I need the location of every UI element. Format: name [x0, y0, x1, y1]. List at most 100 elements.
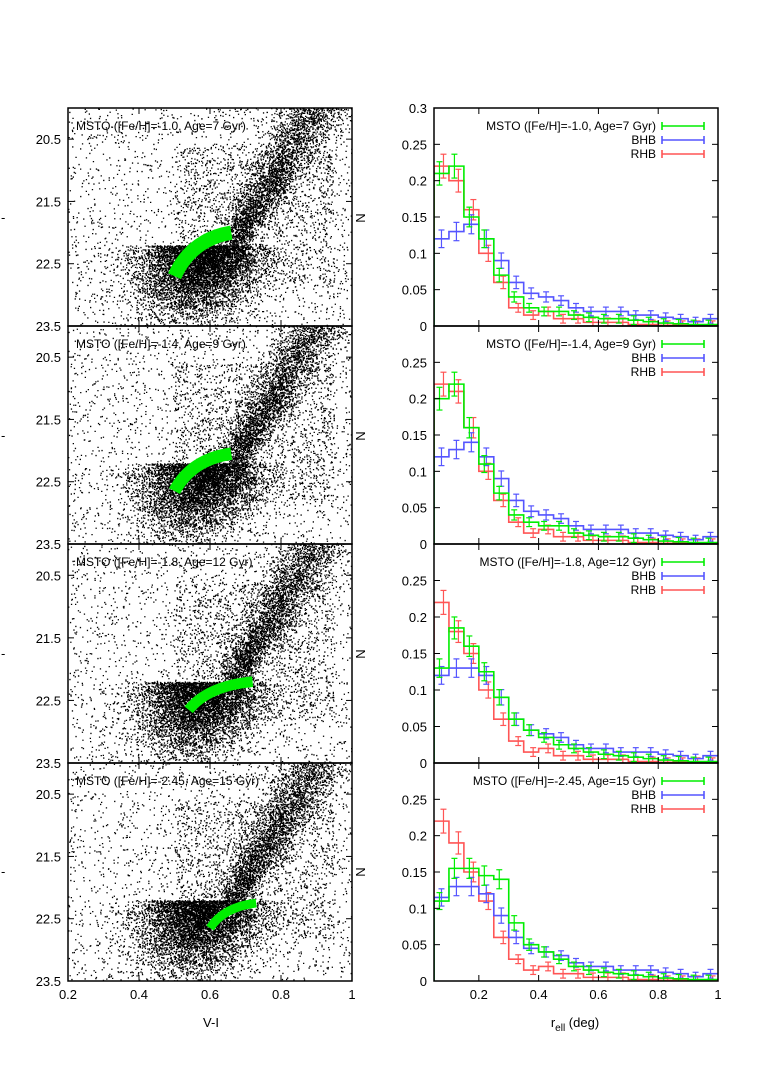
- profile-step-msto: [434, 384, 718, 544]
- profile-panel-4: 0 0.05 0.1 0.15 0.2 0.25 0.2 0.4 0.6 0.8 1 MSTO ([F…: [402, 763, 722, 1002]
- legend-swatch: [662, 354, 704, 362]
- legend-swatch: [662, 777, 704, 785]
- legend-label: BHB: [631, 351, 656, 365]
- left-edge-mark-4: -: [1, 864, 5, 879]
- profile-ytick-label: 0.05: [402, 938, 427, 953]
- right-y-axis-label-4: N: [353, 867, 368, 876]
- cmd-ytick-label: 21.5: [36, 849, 61, 864]
- profile-ytick-label: 0.3: [409, 101, 427, 116]
- cmd-xtick-label: 1: [348, 987, 355, 1002]
- profile-ytick-label: 0.2: [409, 392, 427, 407]
- profile-xtick-label: 0.4: [530, 987, 548, 1002]
- right-y-axis-label-2: N: [353, 431, 368, 440]
- cmd-ytick-label: 22.5: [36, 693, 61, 708]
- profile-step-rhb: [434, 821, 718, 981]
- profile-panel-2: 0 0.05 0.1 0.15 0.2 0.25 MSTO ([Fe/H]=-1.4, Ag…: [402, 326, 718, 552]
- legend-swatch: [662, 368, 704, 376]
- legend-label: BHB: [631, 133, 656, 147]
- cmd-ytick-label: 23.5: [36, 537, 61, 552]
- cmd-ytick-label: 20.5: [36, 787, 61, 802]
- legend-label: MSTO ([Fe/H]=-1.0, Age=7 Gyr): [486, 119, 656, 133]
- legend-label: BHB: [631, 569, 656, 583]
- legend-label: MSTO ([Fe/H]=-1.8, Age=12 Gyr): [479, 555, 656, 569]
- profile-step-rhb: [434, 384, 718, 544]
- profile-ytick-label: 0.1: [409, 683, 427, 698]
- profile-xtick-label: 0.2: [470, 987, 488, 1002]
- profile-step-rhb: [434, 166, 718, 326]
- profile-ytick-label: 0.2: [409, 610, 427, 625]
- cmd-ytick-label: 23.5: [36, 319, 61, 334]
- cmd-ytick-label: 22.5: [36, 257, 61, 272]
- cmd-panel-title: MSTO ([Fe/H]=-1.0, Age=7 Gyr): [76, 119, 246, 133]
- cmd-ytick-label: 22.5: [36, 912, 61, 927]
- legend-swatch: [662, 805, 704, 813]
- legend-swatch: [662, 340, 704, 348]
- legend-swatch: [662, 586, 704, 594]
- profile-ytick-label: 0: [420, 537, 427, 552]
- profile-ytick-label: 0.05: [402, 283, 427, 298]
- cmd-xtick-label: 0.2: [59, 987, 77, 1002]
- cmd-ytick-label: 23.5: [36, 756, 61, 771]
- profile-ytick-label: 0.1: [409, 464, 427, 479]
- legend-swatch: [662, 136, 704, 144]
- profile-ytick-label: 0.2: [409, 829, 427, 844]
- legend-swatch: [662, 150, 704, 158]
- left-edge-mark-2: -: [1, 428, 5, 443]
- left-x-axis-label: V-I: [203, 1015, 219, 1030]
- legend-label: MSTO ([Fe/H]=-2.45, Age=15 Gyr): [473, 774, 656, 788]
- legend-swatch: [662, 122, 704, 130]
- right-y-axis-label-1: N: [353, 213, 368, 222]
- profile-ytick-label: 0.1: [409, 246, 427, 261]
- left-edge-mark-1: -: [1, 210, 5, 225]
- cmd-ytick-label: 21.5: [36, 194, 61, 209]
- legend-swatch: [662, 572, 704, 580]
- profile-ytick-label: 0.15: [402, 865, 427, 880]
- profile-ytick-label: 0.05: [402, 501, 427, 516]
- profile-ytick-label: 0.25: [402, 574, 427, 589]
- profile-ytick-label: 0.25: [402, 355, 427, 370]
- legend-swatch: [662, 791, 704, 799]
- profile-xtick-label: 0.6: [589, 987, 607, 1002]
- right-y-axis-label-3: N: [353, 649, 368, 658]
- left-cmd-panels: 20.5 21.5 22.5 23.5 MSTO ([Fe/H]=-1.0, Age=7…: [36, 86, 369, 1049]
- profile-ytick-label: 0: [420, 756, 427, 771]
- profile-step-rhb: [434, 602, 718, 763]
- cmd-ytick-label: 23.5: [36, 974, 61, 989]
- legend-label: MSTO ([Fe/H]=-1.4, Age=9 Gyr): [486, 337, 656, 351]
- cmd-xtick-label: 0.6: [201, 987, 219, 1002]
- profile-ytick-label: 0: [420, 974, 427, 989]
- profile-xtick-label: 0.8: [649, 987, 667, 1002]
- cmd-ytick-label: 20.5: [36, 568, 61, 583]
- profile-ytick-label: 0.2: [409, 174, 427, 189]
- legend-label: BHB: [631, 788, 656, 802]
- cmd-ytick-label: 20.5: [36, 350, 61, 365]
- cmd-panel-title: MSTO ([Fe/H]=-1.8, Age=12 Gyr): [76, 555, 253, 569]
- legend-swatch: [662, 558, 704, 566]
- cmd-panel-title: MSTO ([Fe/H]=-1.4, Age=9 Gyr): [76, 337, 246, 351]
- cmd-ytick-label: 20.5: [36, 132, 61, 147]
- legend-label: RHB: [631, 583, 656, 597]
- profile-ytick-label: 0: [420, 319, 427, 334]
- right-x-axis-label: rell (deg): [551, 1015, 599, 1034]
- right-profile-panels: 0 0.05 0.1 0.15 0.2 0.25 0.3 MSTO ([Fe/H]=-1.0,…: [402, 101, 722, 1002]
- cmd-xtick-label: 0.8: [272, 987, 290, 1002]
- profile-ytick-label: 0.1: [409, 901, 427, 916]
- legend-label: RHB: [631, 147, 656, 161]
- profile-ytick-label: 0.25: [402, 792, 427, 807]
- cmd-ytick-label: 21.5: [36, 412, 61, 427]
- cmd-xtick-label: 0.4: [130, 987, 148, 1002]
- cmd-points-4: [68, 744, 368, 1049]
- legend-label: RHB: [631, 365, 656, 379]
- profile-xtick-label: 1: [714, 987, 721, 1002]
- profile-ytick-label: 0.25: [402, 137, 427, 152]
- legend-label: RHB: [631, 802, 656, 816]
- right-x-axis-label-sub: ell: [555, 1023, 565, 1034]
- cmd-panel-title: MSTO ([Fe/H]=-2.45, Age=15 Gyr): [76, 774, 259, 788]
- right-x-axis-label-unit: (deg): [565, 1015, 599, 1030]
- profile-step-msto: [434, 166, 718, 326]
- profile-ytick-label: 0.15: [402, 428, 427, 443]
